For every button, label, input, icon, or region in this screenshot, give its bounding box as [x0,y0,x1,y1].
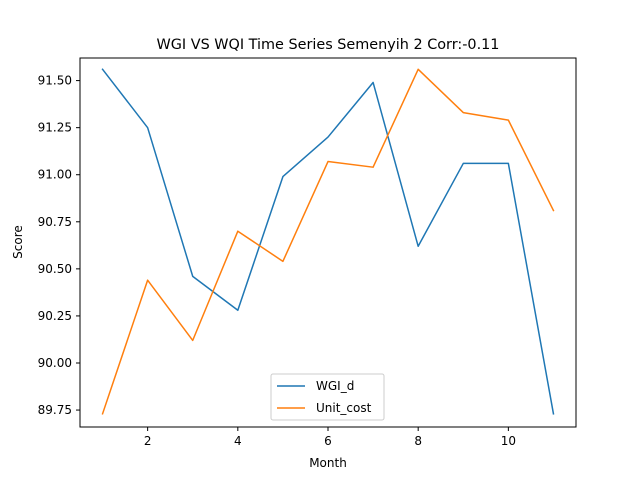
series-layer [101,68,555,415]
y-tick-label: 89.75 [38,403,72,417]
y-tick-label: 90.00 [38,356,72,370]
y-tick-label: 91.50 [38,74,72,88]
x-tick-label: 6 [324,434,332,448]
y-tick-label: 90.75 [38,215,72,229]
legend: WGI_d Unit_cost [270,373,385,421]
series-line-0 [101,68,555,415]
x-tick-label: 4 [234,434,242,448]
x-axis: 2 4 6 8 10 [144,427,516,448]
y-tick-label: 90.50 [38,262,72,276]
x-axis-label: Month [309,456,347,470]
legend-label-wgi: WGI_d [316,379,354,393]
y-tick-label: 90.25 [38,309,72,323]
y-tick-label: 91.25 [38,121,72,135]
x-tick-label: 10 [501,434,516,448]
series-line-1 [101,68,555,415]
chart-title: WGI VS WQI Time Series Semenyih 2 Corr:-… [157,37,500,53]
y-axis: 89.75 90.00 90.25 90.50 90.75 91.00 91.25 91.50 [38,74,80,417]
y-tick-label: 91.00 [38,168,72,182]
y-axis-label: Score [11,225,25,259]
x-tick-label: 8 [414,434,422,448]
x-tick-label: 2 [144,434,152,448]
legend-label-unit-cost: Unit_cost [316,401,372,415]
